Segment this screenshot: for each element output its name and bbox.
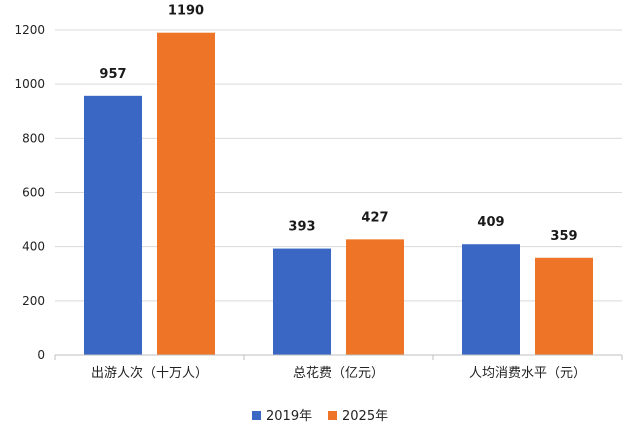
data-label-2-0: 409 [477,215,504,230]
bars [84,32,593,355]
legend-swatch-1 [328,411,337,420]
legend-label-0: 2019年 [266,409,312,424]
x-category-label-2: 人均消费水平（元） [469,366,586,381]
y-tick-label-5: 1000 [14,77,45,91]
data-label-0-1: 1190 [168,4,204,19]
data-label-1-0: 393 [288,220,315,235]
legend-label-1: 2025年 [342,409,388,424]
data-labels: 957 1190 393 427 409 359 [99,4,577,244]
bar-1-0 [273,248,331,355]
bar-1-1 [346,239,404,355]
bar-0-0 [84,95,142,355]
bar-0-1 [157,32,215,355]
y-tick-label-3: 600 [22,186,45,200]
x-category-label-0: 出游人次（十万人） [91,365,208,381]
legend: 2019年 2025年 [252,409,388,424]
y-tick-label-6: 1200 [14,23,45,37]
data-label-2-1: 359 [550,229,577,244]
bar-2-0 [462,244,520,355]
gridlines [55,29,622,356]
y-tick-label-2: 400 [22,240,45,254]
y-tick-label-1: 200 [22,294,45,308]
x-axis: 出游人次（十万人） 总花费（亿元） 人均消费水平（元） [54,354,623,381]
legend-swatch-0 [252,411,261,420]
data-label-0-0: 957 [99,67,126,82]
x-category-label-1: 总花费（亿元） [293,365,384,381]
data-label-1-1: 427 [361,210,388,225]
bar-2-1 [535,257,593,355]
y-tick-label-0: 0 [37,348,45,362]
y-tick-label-4: 800 [22,131,45,145]
y-axis-ticks: 0 200 400 600 800 1000 1200 [14,23,45,362]
